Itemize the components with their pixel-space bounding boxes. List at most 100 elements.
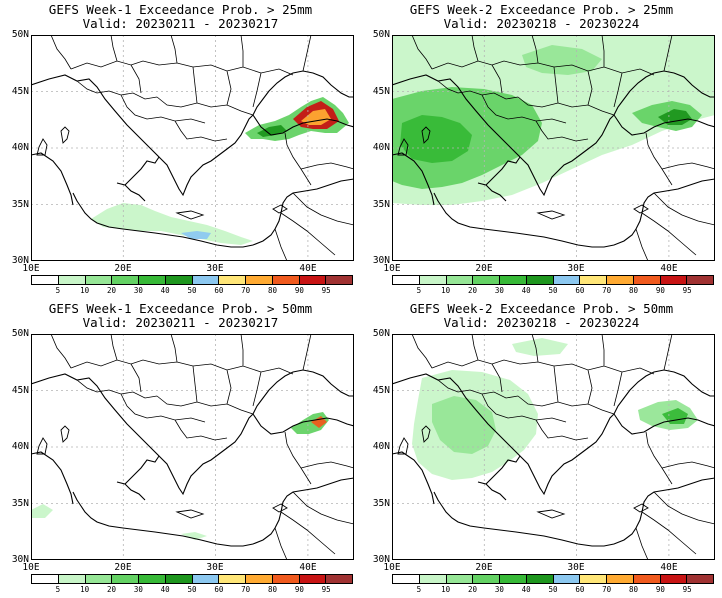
island-outline [536, 210, 566, 220]
colorbar-swatch [138, 276, 165, 284]
map-frame [392, 334, 715, 560]
colorbar-swatch [164, 276, 192, 284]
colorbar-label: 70 [241, 585, 251, 594]
map-area[interactable] [31, 334, 354, 560]
colorbar-label: 10 [441, 585, 451, 594]
colorbar [392, 574, 714, 584]
colorbar-label: 50 [187, 585, 197, 594]
coastline [392, 70, 715, 248]
probability-contour [512, 338, 568, 356]
colorbar-label: 20 [467, 585, 478, 594]
colorbar-label: 80 [267, 286, 278, 295]
panel-title: GEFS Week-2 Exceedance Prob. > 50mm [409, 301, 674, 316]
probability-contour [181, 532, 207, 540]
island-outline [633, 503, 649, 513]
probability-map [392, 334, 715, 560]
probability-contour [522, 45, 602, 75]
colorbar-swatch [552, 575, 580, 583]
colorbar-swatch [111, 276, 138, 284]
panel-valid-dates: Valid: 20230218 - 20230224 [443, 16, 640, 31]
colorbar-swatch [32, 276, 58, 284]
colorbar-label: 90 [294, 585, 304, 594]
panel-title: GEFS Week-1 Exceedance Prob. > 25mm [48, 2, 313, 17]
lat-label: 35N [11, 199, 29, 210]
colorbar-swatch [57, 575, 85, 583]
colorbar-label: 50 [187, 286, 197, 295]
colorbar-label: 5 [416, 286, 422, 295]
probability-contour [91, 203, 253, 245]
colorbar [392, 275, 714, 285]
colorbar-label: 20 [106, 585, 117, 594]
colorbar-label: 60 [575, 286, 585, 295]
probability-contour [257, 125, 287, 137]
colorbar-swatch [418, 575, 446, 583]
lat-label: 45N [11, 385, 29, 396]
country-borders [50, 35, 354, 261]
lon-label: 20E [114, 562, 132, 573]
lon-label: 40E [660, 562, 678, 573]
panel-title: GEFS Week-1 Exceedance Prob. > 50mm [48, 301, 313, 316]
lat-label: 45N [372, 385, 390, 396]
panel-week2-50mm: GEFS Week-2 Exceedance Prob. > 50mm Vali… [361, 299, 722, 598]
colorbar-swatch [552, 276, 580, 284]
colorbar-label: 5 [55, 585, 61, 594]
island-outline [397, 437, 409, 455]
colorbar-labels: 5 10 20 30 40 50 60 70 80 90 95 [31, 287, 353, 297]
colorbar-label: 80 [628, 286, 639, 295]
panel-week2-25mm: GEFS Week-2 Exceedance Prob. > 25mm Vali… [361, 0, 722, 299]
lat-label: 30N [372, 255, 390, 266]
map-area[interactable] [31, 35, 354, 261]
probability-map [392, 35, 715, 261]
colorbar-swatch [632, 276, 660, 284]
lon-label: 10E [22, 263, 40, 274]
coastline [31, 70, 354, 248]
colorbar-swatch [445, 276, 473, 284]
colorbar-swatch [579, 575, 606, 583]
lon-label: 30E [206, 562, 224, 573]
colorbar-label: 70 [602, 585, 612, 594]
colorbar-labels: 5 10 20 30 40 50 60 70 80 90 95 [31, 586, 353, 596]
probability-contour [658, 109, 692, 125]
lat-label: 45N [11, 86, 29, 97]
colorbar-swatch [57, 276, 85, 284]
lon-label: 30E [567, 562, 585, 573]
colorbar-label: 10 [441, 286, 451, 295]
colorbar [31, 275, 353, 285]
map-area[interactable] [392, 334, 715, 560]
colorbar-label: 5 [55, 286, 61, 295]
colorbar-label: 80 [628, 585, 639, 594]
colorbar-label: 10 [80, 286, 90, 295]
colorbar-label: 40 [521, 585, 531, 594]
lat-label: 30N [11, 255, 29, 266]
colorbar-swatch [138, 575, 165, 583]
colorbar-swatch [298, 575, 326, 583]
colorbar-swatch [659, 575, 687, 583]
colorbar-label: 90 [294, 286, 304, 295]
colorbar-swatch [686, 575, 713, 583]
colorbar-swatch [525, 575, 553, 583]
colorbar-label: 70 [602, 286, 612, 295]
colorbar-swatch [191, 276, 219, 284]
lat-label: 35N [11, 498, 29, 509]
colorbar-label: 30 [133, 286, 143, 295]
colorbar [31, 574, 353, 584]
colorbar-label: 95 [682, 286, 692, 295]
island-outline [175, 509, 205, 519]
panel-title: GEFS Week-2 Exceedance Prob. > 25mm [409, 2, 674, 17]
map-area[interactable] [392, 35, 715, 261]
colorbar-label: 50 [548, 286, 558, 295]
map-frame [31, 35, 354, 261]
island-outline [36, 138, 48, 156]
lat-label: 40N [11, 142, 29, 153]
island-outline [536, 509, 566, 519]
colorbar-label: 5 [416, 585, 422, 594]
coastline [31, 369, 354, 547]
country-borders [50, 334, 354, 560]
colorbar-label: 40 [160, 585, 170, 594]
colorbar-swatch [245, 575, 272, 583]
lat-label: 50N [372, 328, 390, 339]
colorbar-label: 80 [267, 585, 278, 594]
colorbar-label: 30 [494, 585, 504, 594]
lat-label: 35N [372, 498, 390, 509]
colorbar-label: 60 [575, 585, 585, 594]
